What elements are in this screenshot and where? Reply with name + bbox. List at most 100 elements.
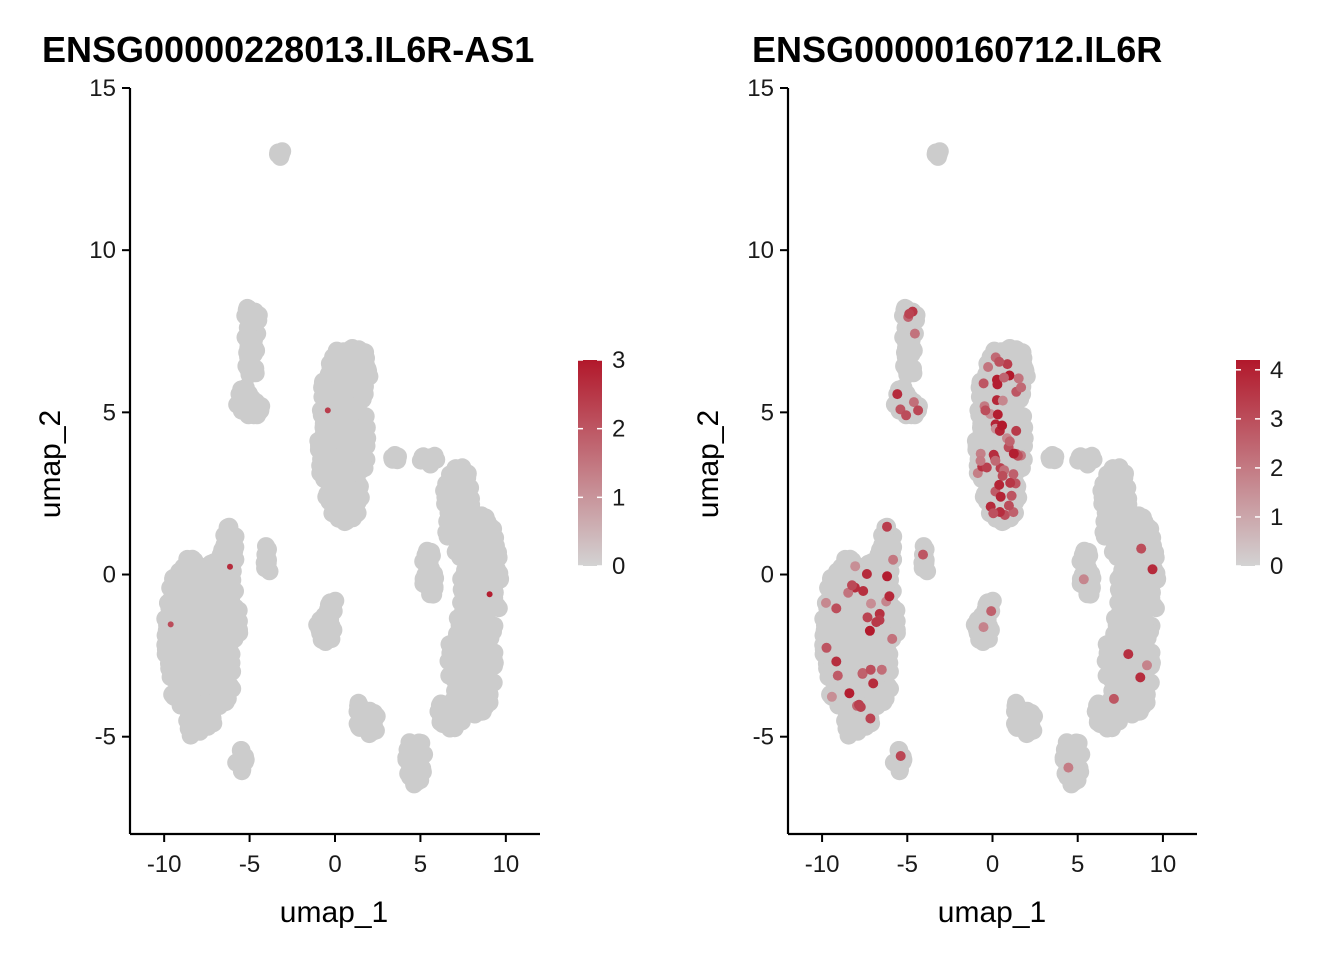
cell-point: [408, 772, 427, 791]
cell-point: [878, 641, 897, 660]
expressing-cell-point: [992, 409, 1003, 420]
expressing-cell-point: [975, 448, 986, 459]
expressing-cell-point: [882, 571, 893, 582]
cell-point: [1122, 526, 1141, 545]
cell-point: [486, 560, 505, 579]
colorbar-tick-label: 0: [1270, 553, 1283, 580]
panel-title: ENSG00000228013.IL6R-AS1: [42, 29, 534, 70]
colorbar-tick-label: 3: [1270, 406, 1283, 433]
expressing-cell-point: [324, 407, 331, 414]
cell-point: [444, 707, 463, 726]
cell-point: [345, 418, 364, 437]
expressing-cell-point: [826, 691, 837, 702]
cell-point: [160, 623, 179, 642]
expressing-cell-point: [871, 617, 882, 628]
x-tick-label: -10: [147, 851, 182, 878]
expressing-cell-point: [847, 580, 857, 591]
cell-point: [233, 760, 252, 779]
expressing-cell-point: [994, 479, 1005, 490]
colorbar-tick-label: 1: [1270, 504, 1283, 531]
expressing-cell-point: [865, 713, 876, 724]
cell-point: [319, 600, 337, 619]
expressing-cell-point: [1011, 425, 1022, 436]
cell-point: [424, 585, 443, 604]
cell-point: [875, 536, 894, 555]
expressing-cell-point: [994, 356, 1005, 367]
expressing-cell-point: [864, 625, 875, 636]
x-tick-label: 10: [1150, 851, 1177, 878]
expressing-cell-point: [1135, 672, 1146, 683]
expressing-cell-point: [988, 508, 999, 519]
cell-point: [220, 641, 239, 660]
cell-point: [480, 629, 499, 648]
expressing-cell-point: [1063, 762, 1074, 773]
expressing-cell-point: [866, 598, 876, 609]
cell-point: [389, 447, 407, 466]
cell-point: [448, 504, 467, 523]
x-tick-label: 0: [328, 851, 341, 878]
axes: -5 0 5 10 15 -10 -5 0 5 10: [747, 75, 1197, 878]
cell-point: [1010, 703, 1028, 722]
expressing-cell-point: [831, 656, 842, 667]
cell-point: [1141, 673, 1160, 692]
x-tick-label: -5: [239, 851, 260, 878]
expressing-cell-point: [844, 688, 855, 699]
expressing-cell-point: [884, 591, 895, 602]
expressing-cell-point: [992, 379, 1003, 390]
cell-point: [347, 494, 366, 513]
cell-point: [239, 300, 258, 319]
expressing-cell-point: [831, 603, 842, 614]
cell-point: [324, 420, 343, 439]
x-axis-label: umap_1: [280, 896, 388, 929]
cell-point: [1090, 696, 1109, 715]
panel-title: ENSG00000160712.IL6R: [752, 29, 1162, 70]
y-tick-label: 10: [89, 237, 116, 264]
scatter-points: [814, 142, 1167, 794]
cell-point: [818, 623, 837, 642]
cell-point: [904, 359, 922, 378]
cell-point: [206, 595, 225, 614]
expressing-cell-point: [986, 606, 997, 617]
expressing-cell-point: [913, 405, 924, 416]
expressing-cell-point: [892, 389, 903, 400]
expressing-cell-point: [1078, 574, 1089, 585]
cell-point: [1140, 589, 1159, 608]
expressing-cell-point: [978, 622, 989, 633]
cell-point: [465, 526, 484, 545]
expressing-cell-point: [167, 621, 174, 628]
expressing-cell-point: [1008, 448, 1019, 459]
expressing-cell-point: [909, 328, 920, 339]
expressing-cell-point: [908, 397, 919, 408]
expressing-cell-point: [1016, 382, 1027, 393]
colorbar-tick-label: 4: [1270, 357, 1283, 384]
colorbar-tick-label: 2: [612, 416, 625, 443]
cell-point: [238, 343, 257, 362]
y-tick-label: 15: [89, 75, 116, 102]
expressing-cell-point: [1002, 359, 1013, 370]
cell-point: [1084, 450, 1103, 469]
expressing-cell-point: [999, 372, 1009, 383]
expressing-cell-point: [983, 362, 994, 372]
cell-point: [220, 518, 239, 537]
cell-point: [1065, 772, 1084, 791]
expressing-cell-point: [876, 664, 887, 675]
x-axis-label: umap_1: [938, 896, 1046, 929]
cell-point: [1120, 510, 1139, 529]
cell-point: [1137, 629, 1156, 648]
cell-point: [418, 569, 437, 588]
cell-point: [1108, 614, 1127, 633]
cell-point: [328, 451, 347, 470]
expressing-cell-point: [1147, 564, 1158, 575]
x-tick-label: 10: [492, 851, 519, 878]
cell-point: [332, 377, 351, 396]
cell-point: [881, 679, 899, 698]
expressing-cell-point: [857, 668, 868, 678]
cell-point: [326, 504, 345, 523]
expressing-cell-point: [1006, 490, 1017, 501]
cell-point: [928, 144, 947, 163]
cell-point: [1081, 585, 1100, 604]
cell-point: [162, 591, 181, 609]
expressing-cell-point: [1123, 649, 1134, 660]
y-tick-label: 0: [103, 562, 116, 589]
cell-point: [223, 679, 242, 698]
